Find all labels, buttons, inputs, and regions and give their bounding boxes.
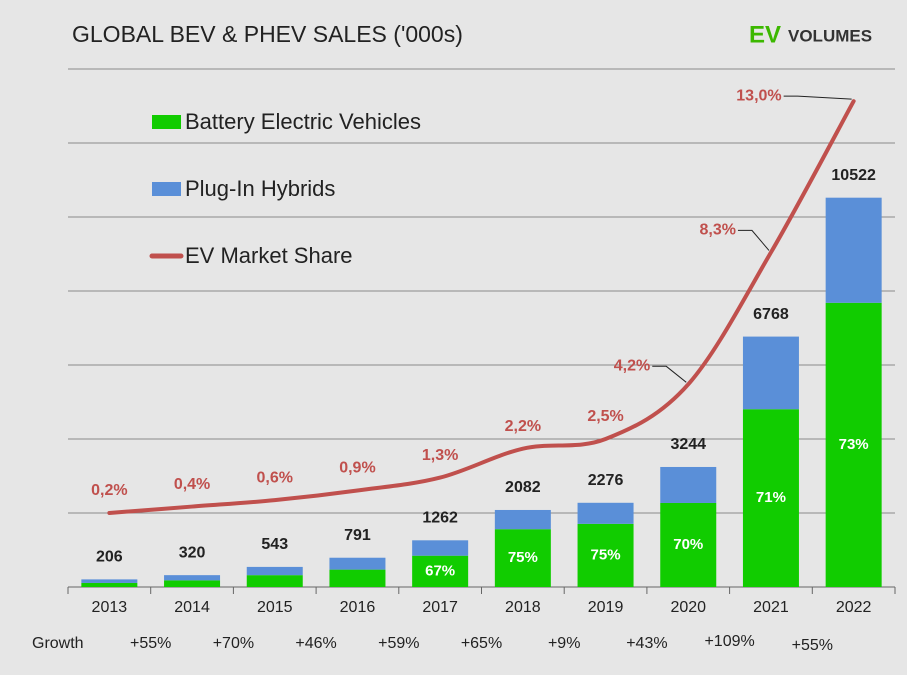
legend-label: Battery Electric Vehicles bbox=[185, 109, 421, 134]
legend-swatch bbox=[152, 115, 181, 129]
bar-segment bbox=[329, 557, 386, 570]
share-label: 2,5% bbox=[587, 408, 623, 425]
total-label: 1262 bbox=[422, 510, 458, 527]
bar-segment bbox=[164, 580, 221, 587]
logo-ev: EV bbox=[749, 21, 781, 48]
growth-label: Growth bbox=[32, 635, 84, 652]
total-label: 543 bbox=[261, 536, 288, 553]
growth-value: +109% bbox=[704, 633, 754, 650]
share-label: 4,2% bbox=[614, 358, 650, 375]
x-tick-label: 2019 bbox=[588, 599, 624, 616]
bar-segment bbox=[81, 582, 138, 587]
chart-title: GLOBAL BEV & PHEV SALES ('000s) bbox=[72, 21, 463, 47]
bar-segment bbox=[329, 569, 386, 587]
bar-segment bbox=[246, 575, 303, 587]
x-tick-label: 2017 bbox=[422, 599, 458, 616]
x-tick-label: 2021 bbox=[753, 599, 789, 616]
bar-segment bbox=[494, 509, 551, 530]
share-label: 0,2% bbox=[91, 482, 127, 499]
growth-value: +59% bbox=[378, 635, 419, 652]
x-tick-label: 2022 bbox=[836, 599, 872, 616]
share-label: 13,0% bbox=[736, 87, 781, 104]
total-label: 2082 bbox=[505, 479, 541, 496]
share-label: 71% bbox=[756, 489, 786, 506]
x-tick-label: 2018 bbox=[505, 599, 541, 616]
total-label: 10522 bbox=[831, 167, 876, 184]
bar-segment bbox=[494, 529, 551, 587]
x-tick-label: 2013 bbox=[92, 599, 128, 616]
x-tick-label: 2014 bbox=[174, 599, 210, 616]
leader-line bbox=[737, 229, 770, 251]
growth-value: +55% bbox=[792, 637, 833, 654]
bar-segment bbox=[577, 502, 634, 524]
bar-segment bbox=[577, 523, 634, 587]
bar-segment bbox=[246, 566, 303, 576]
leader-line bbox=[652, 365, 687, 383]
share-label: 67% bbox=[425, 562, 455, 579]
bar-segment bbox=[742, 409, 799, 587]
logo-volumes: VOLUMES bbox=[788, 26, 872, 45]
share-label: 73% bbox=[839, 436, 869, 453]
share-label: 75% bbox=[591, 546, 621, 563]
leader-line bbox=[783, 95, 852, 100]
share-line bbox=[107, 99, 856, 515]
total-label: 3244 bbox=[670, 436, 706, 453]
growth-value: +46% bbox=[295, 635, 336, 652]
share-label: 70% bbox=[673, 536, 703, 553]
share-label: 1,3% bbox=[422, 447, 458, 464]
total-label: 2276 bbox=[588, 472, 624, 489]
growth-value: +9% bbox=[548, 635, 580, 652]
bar-segment bbox=[412, 540, 469, 556]
x-tick-label: 2016 bbox=[340, 599, 376, 616]
legend-label: Plug-In Hybrids bbox=[185, 176, 335, 201]
total-label: 320 bbox=[179, 544, 206, 561]
legend-swatch bbox=[152, 182, 181, 196]
bar-segment bbox=[825, 302, 882, 587]
bar-segment bbox=[742, 336, 799, 410]
growth-value: +70% bbox=[213, 635, 254, 652]
share-label: 8,3% bbox=[699, 222, 735, 239]
growth-value: +43% bbox=[626, 635, 667, 652]
share-label: 2,2% bbox=[505, 418, 541, 435]
bar-segment bbox=[825, 197, 882, 303]
growth-value: +65% bbox=[461, 635, 502, 652]
bar-segment bbox=[164, 575, 221, 581]
bar-segment bbox=[81, 579, 138, 583]
growth-value: +55% bbox=[130, 635, 171, 652]
bar-segment bbox=[660, 502, 717, 587]
legend-label: EV Market Share bbox=[185, 243, 353, 268]
x-tick-label: 2020 bbox=[670, 599, 706, 616]
total-label: 6768 bbox=[753, 306, 789, 323]
total-label: 206 bbox=[96, 549, 123, 566]
bar-segment bbox=[412, 555, 469, 587]
bar-segment bbox=[660, 466, 717, 503]
share-label: 0,4% bbox=[174, 476, 210, 493]
share-label: 0,9% bbox=[339, 460, 375, 477]
total-label: 791 bbox=[344, 527, 371, 544]
x-tick-label: 2015 bbox=[257, 599, 293, 616]
share-label: 0,6% bbox=[257, 469, 293, 486]
share-label: 75% bbox=[508, 549, 538, 566]
